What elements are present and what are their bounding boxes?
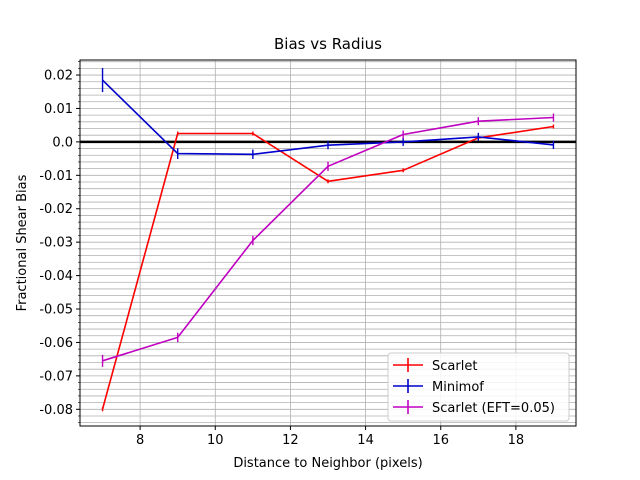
y-tick-label: -0.05: [39, 303, 73, 318]
y-tick-label: -0.03: [39, 236, 73, 251]
legend: Scarlet Minimof Scarlet (EFT=0.05): [387, 352, 570, 422]
x-tick-label: 8: [136, 433, 144, 448]
x-tick-label: 10: [207, 433, 224, 448]
legend-label: Scarlet (EFT=0.05): [432, 401, 555, 416]
y-tick-label: -0.02: [39, 202, 73, 217]
x-tick-label: 12: [282, 433, 299, 448]
y-tick-label: -0.04: [39, 269, 73, 284]
axis-ticks: 8 10 12 14 16 18 0.02 0.01 0.0 -0.01 -0.02 -0.03 -0.…: [39, 61, 525, 448]
plot-area-frame: [79, 59, 577, 427]
legend-label: Scarlet: [432, 359, 477, 374]
y-tick-label: 0.02: [44, 69, 73, 84]
legend-box: [387, 352, 570, 422]
y-tick-label: -0.08: [39, 403, 73, 418]
y-axis-label: Fractional Shear Bias: [15, 174, 30, 311]
series-layer: [101, 68, 555, 412]
y-tick-label: 0.0: [52, 135, 73, 150]
x-axis-label: Distance to Neighbor (pixels): [233, 456, 422, 471]
y-tick-label: -0.01: [39, 169, 73, 184]
x-tick-label: 14: [357, 433, 374, 448]
y-tick-label: 0.01: [44, 102, 73, 117]
chart-title: Bias vs Radius: [274, 35, 382, 53]
x-tick-label: 18: [508, 433, 525, 448]
x-tick-label: 16: [432, 433, 449, 448]
legend-label: Minimof: [432, 380, 484, 395]
y-tick-label: -0.06: [39, 336, 73, 351]
y-tick-label: -0.07: [39, 369, 73, 384]
